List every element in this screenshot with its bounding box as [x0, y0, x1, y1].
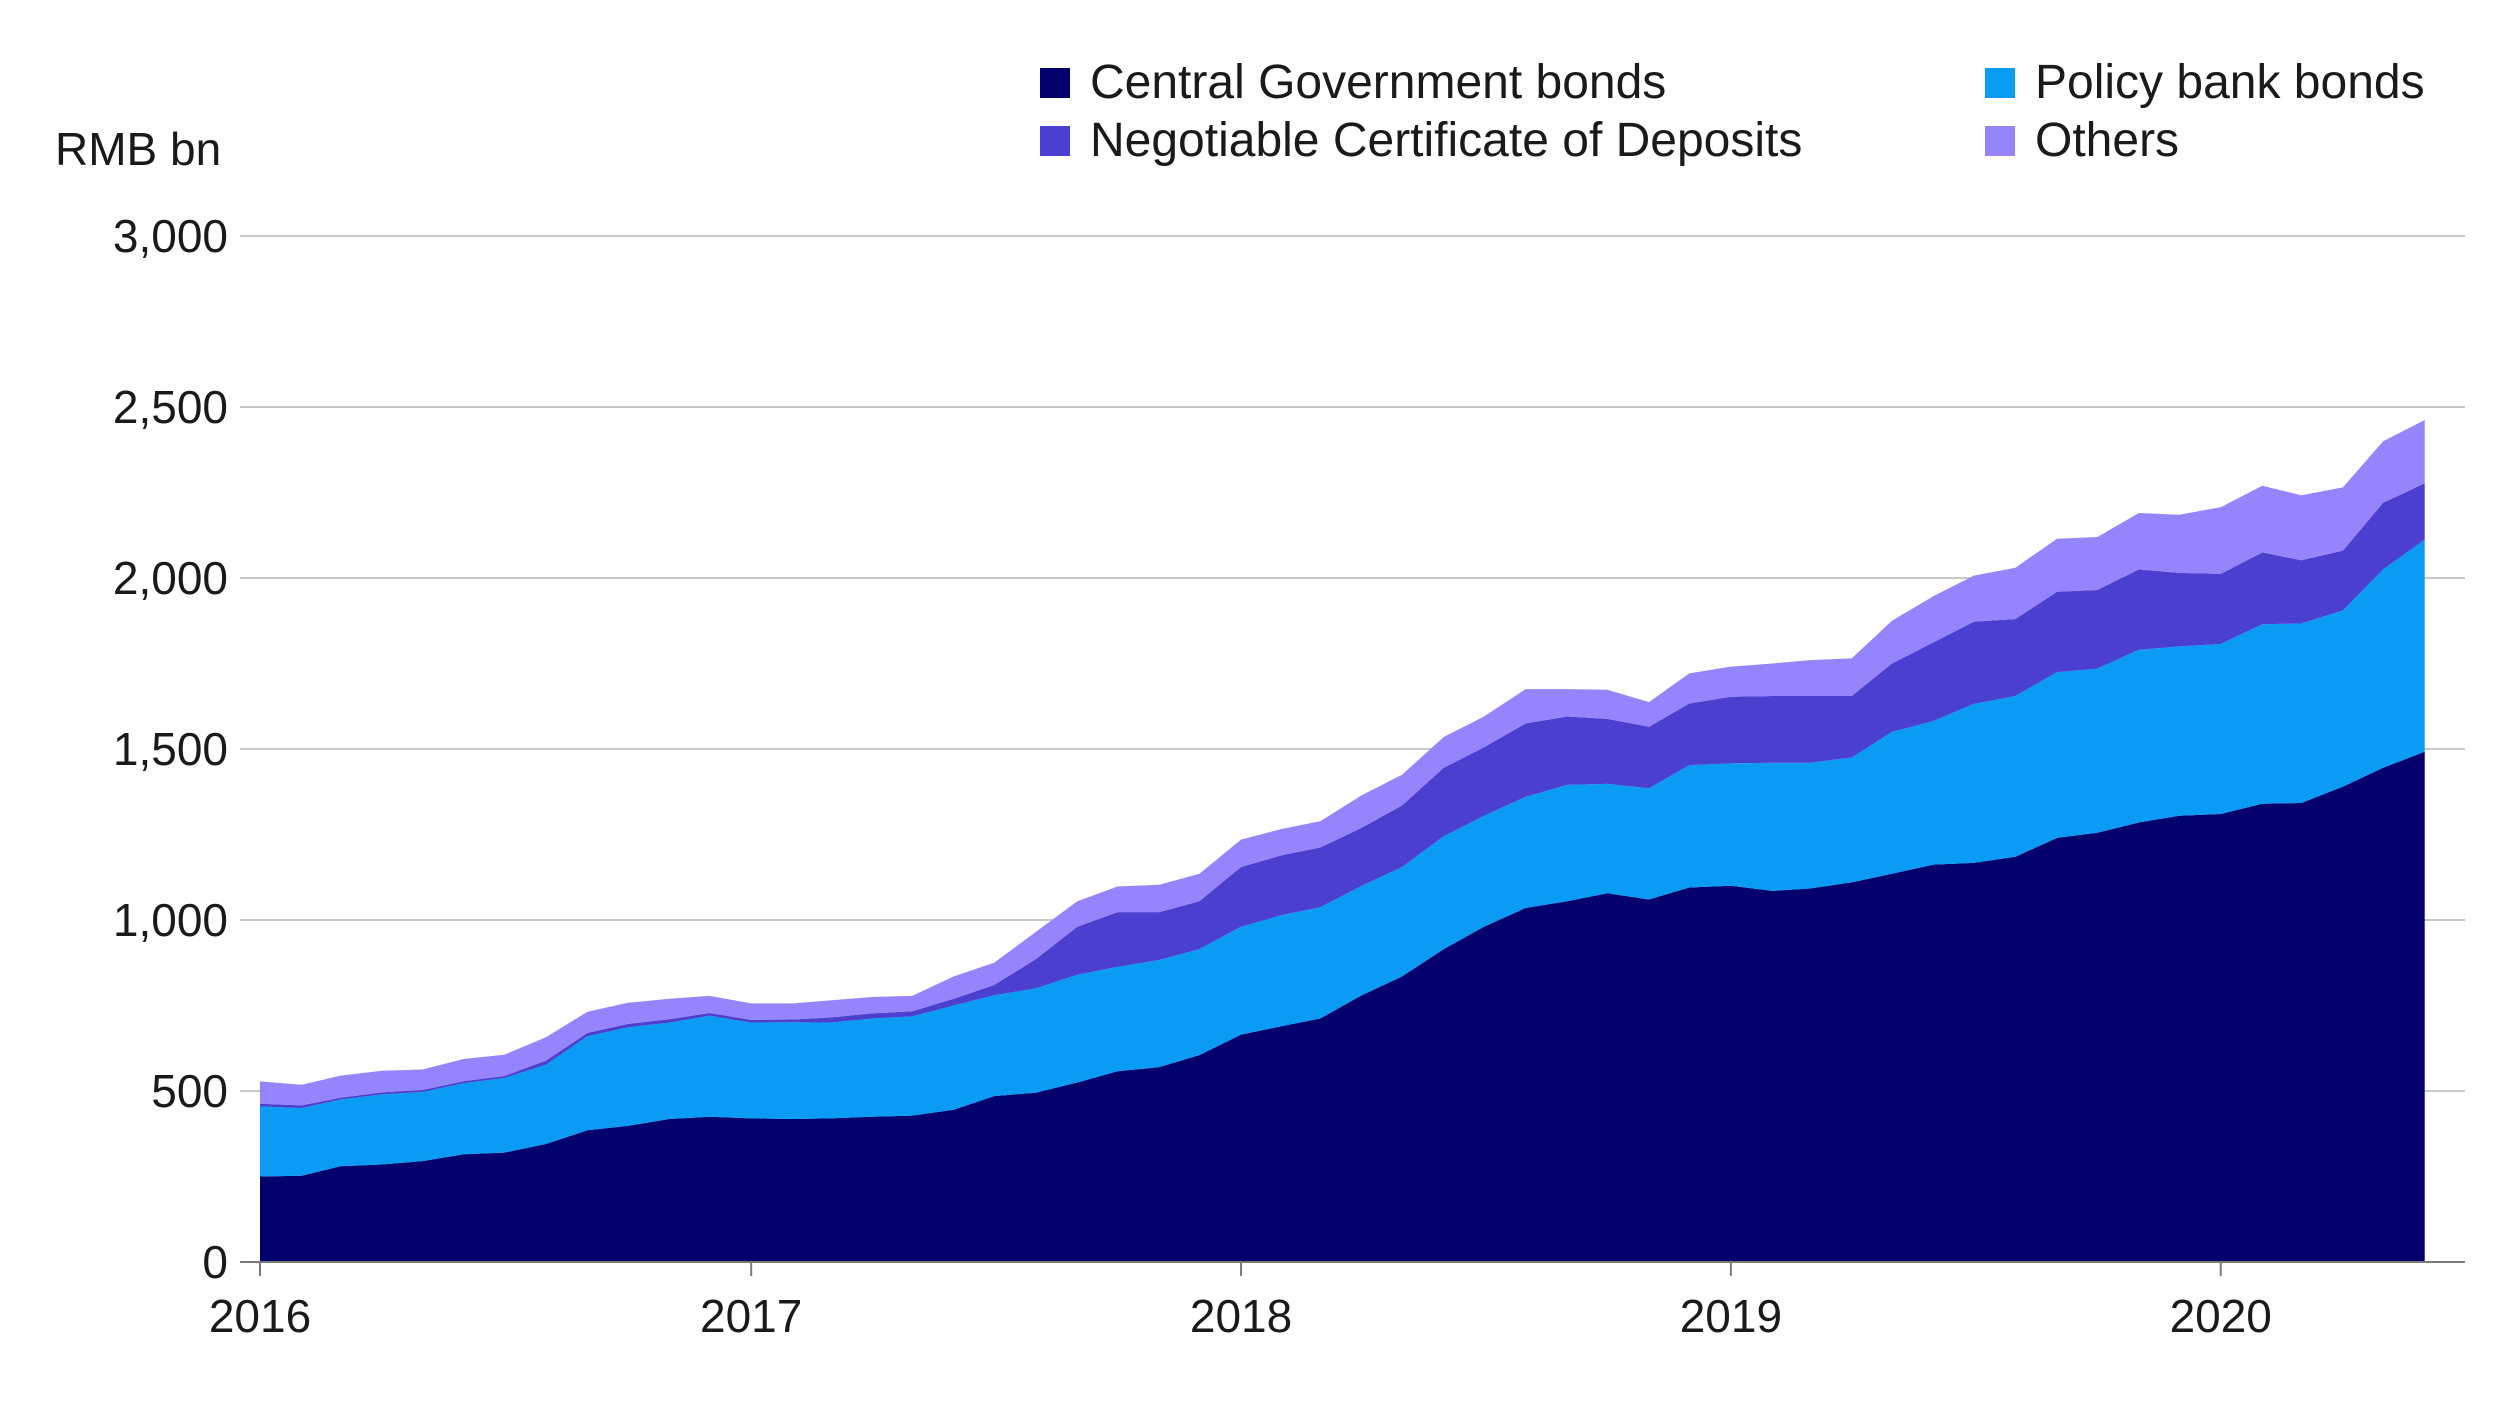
y-tick-label: 3,000: [113, 210, 228, 262]
legend-swatch-central-government-bonds: [1040, 68, 1070, 98]
legend-label-central-government-bonds: Central Government bonds: [1090, 56, 1666, 109]
y-tick-label: 1,500: [113, 723, 228, 775]
legend-label-policy-bank-bonds: Policy bank bonds: [2035, 56, 2425, 109]
legend-label-negotiable-certificate-of-deposits: Negotiable Certificate of Deposits: [1090, 114, 1802, 167]
area-policy-bank-bonds: [260, 539, 2425, 1177]
x-tick-label: 2020: [2170, 1290, 2272, 1342]
y-tick-label: 2,500: [113, 381, 228, 433]
x-tick-labels: 2016 2017 2018 2019 2020: [209, 1290, 2272, 1342]
legend-swatch-negotiable-certificate-of-deposits: [1040, 126, 1070, 156]
y-tick-label: 500: [151, 1065, 228, 1117]
legend: Central Government bonds Policy bank bond…: [1040, 56, 2425, 167]
legend-label-others: Others: [2035, 114, 2179, 167]
y-tick-label: 1,000: [113, 894, 228, 946]
x-tick-label: 2017: [700, 1290, 802, 1342]
legend-swatch-others: [1985, 126, 2015, 156]
x-tick-label: 2019: [1680, 1290, 1782, 1342]
legend-swatch-policy-bank-bonds: [1985, 68, 2015, 98]
y-axis-unit-label: RMB bn: [55, 123, 221, 175]
y-tick-label: 0: [202, 1236, 228, 1288]
axes: [240, 1261, 2465, 1276]
x-tick-label: 2016: [209, 1290, 311, 1342]
y-tick-labels: 0 500 1,000 1,500 2,000 2,500 3,000: [113, 210, 228, 1288]
y-tick-label: 2,000: [113, 552, 228, 604]
x-tick-label: 2018: [1190, 1290, 1292, 1342]
area-central-government-bonds: [260, 751, 2425, 1262]
series-areas: [260, 420, 2425, 1262]
